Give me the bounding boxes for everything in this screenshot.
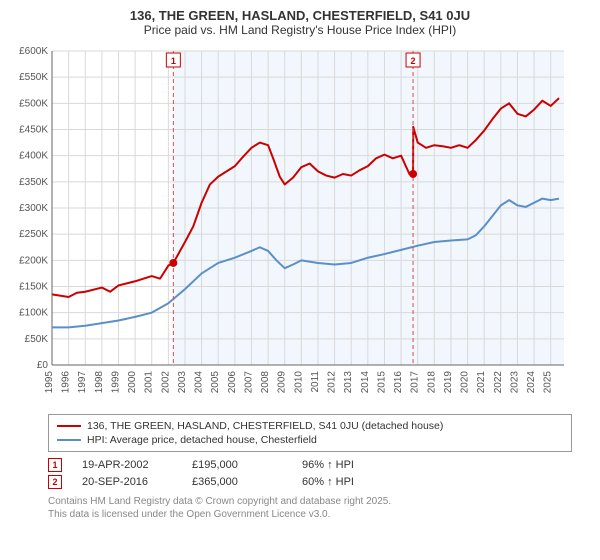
svg-text:1995: 1995 — [44, 371, 55, 394]
sale-pct: 60% ↑ HPI — [302, 476, 392, 488]
price-chart: £0 £50K £100K £150K £200K £250K £300K £350K £400… — [8, 43, 568, 403]
svg-text:2021: 2021 — [476, 371, 487, 394]
svg-text:£600K: £600K — [19, 46, 48, 57]
legend-swatch — [57, 425, 81, 427]
svg-text:1997: 1997 — [77, 371, 88, 394]
svg-text:2022: 2022 — [493, 371, 504, 394]
svg-text:2025: 2025 — [543, 371, 554, 394]
legend-item: 136, THE GREEN, HASLAND, CHESTERFIELD, S… — [57, 419, 563, 433]
svg-text:2012: 2012 — [327, 371, 338, 394]
sale-date: 20-SEP-2016 — [82, 476, 172, 488]
sale-row: 1 19-APR-2002 £195,000 96% ↑ HPI — [48, 458, 592, 472]
svg-text:2016: 2016 — [393, 371, 404, 394]
svg-text:2009: 2009 — [277, 371, 288, 394]
svg-text:2017: 2017 — [410, 371, 421, 394]
svg-text:2023: 2023 — [509, 371, 520, 394]
svg-text:2010: 2010 — [293, 371, 304, 394]
svg-text:1: 1 — [171, 56, 176, 66]
legend-label: 136, THE GREEN, HASLAND, CHESTERFIELD, S… — [87, 420, 443, 432]
svg-text:£400K: £400K — [19, 151, 48, 162]
sale-marker-icon: 2 — [48, 475, 62, 489]
svg-text:£300K: £300K — [19, 203, 48, 214]
svg-text:2007: 2007 — [243, 371, 254, 394]
sale-price: £365,000 — [192, 476, 282, 488]
svg-text:2020: 2020 — [460, 371, 471, 394]
svg-text:2: 2 — [411, 56, 416, 66]
legend-swatch — [57, 439, 81, 441]
legend-item: HPI: Average price, detached house, Ches… — [57, 433, 563, 447]
legend: 136, THE GREEN, HASLAND, CHESTERFIELD, S… — [48, 414, 572, 452]
chart-subtitle: Price paid vs. HM Land Registry's House … — [8, 23, 592, 37]
chart-title: 136, THE GREEN, HASLAND, CHESTERFIELD, S… — [8, 8, 592, 23]
svg-text:2005: 2005 — [210, 371, 221, 394]
svg-text:2001: 2001 — [144, 371, 155, 394]
sale-row: 2 20-SEP-2016 £365,000 60% ↑ HPI — [48, 475, 592, 489]
svg-text:2015: 2015 — [376, 371, 387, 394]
svg-text:2002: 2002 — [160, 371, 171, 394]
chart-container: £0 £50K £100K £150K £200K £250K £300K £350K £400… — [8, 43, 592, 408]
svg-text:£500K: £500K — [19, 98, 48, 109]
svg-text:2004: 2004 — [194, 371, 205, 394]
legend-label: HPI: Average price, detached house, Ches… — [87, 434, 317, 446]
footer-line-1: Contains HM Land Registry data © Crown c… — [48, 495, 592, 508]
svg-text:£0: £0 — [37, 360, 49, 371]
svg-text:2000: 2000 — [127, 371, 138, 394]
svg-text:1998: 1998 — [94, 371, 105, 394]
svg-text:2008: 2008 — [260, 371, 271, 394]
sale-marker-icon: 1 — [48, 458, 62, 472]
svg-text:2006: 2006 — [227, 371, 238, 394]
svg-text:2003: 2003 — [177, 371, 188, 394]
sales-list: 1 19-APR-2002 £195,000 96% ↑ HPI 2 20-SEP-201… — [8, 458, 592, 489]
sale-date: 19-APR-2002 — [82, 459, 172, 471]
svg-text:1999: 1999 — [110, 371, 121, 394]
svg-text:2014: 2014 — [360, 371, 371, 394]
svg-text:2018: 2018 — [426, 371, 437, 394]
svg-text:£250K: £250K — [19, 229, 48, 240]
svg-text:£100K: £100K — [19, 308, 48, 319]
svg-text:£150K: £150K — [19, 282, 48, 293]
svg-text:£200K: £200K — [19, 255, 48, 266]
sale-price: £195,000 — [192, 459, 282, 471]
svg-text:1996: 1996 — [61, 371, 72, 394]
svg-text:2019: 2019 — [443, 371, 454, 394]
svg-text:£450K: £450K — [19, 125, 48, 136]
sale-pct: 96% ↑ HPI — [302, 459, 392, 471]
svg-text:£550K: £550K — [19, 72, 48, 83]
svg-text:2011: 2011 — [310, 371, 321, 393]
svg-text:2013: 2013 — [343, 371, 354, 394]
footer-line-2: This data is licensed under the Open Gov… — [48, 508, 592, 521]
svg-text:2024: 2024 — [526, 371, 537, 394]
svg-text:£350K: £350K — [19, 177, 48, 188]
svg-text:£50K: £50K — [25, 334, 49, 345]
